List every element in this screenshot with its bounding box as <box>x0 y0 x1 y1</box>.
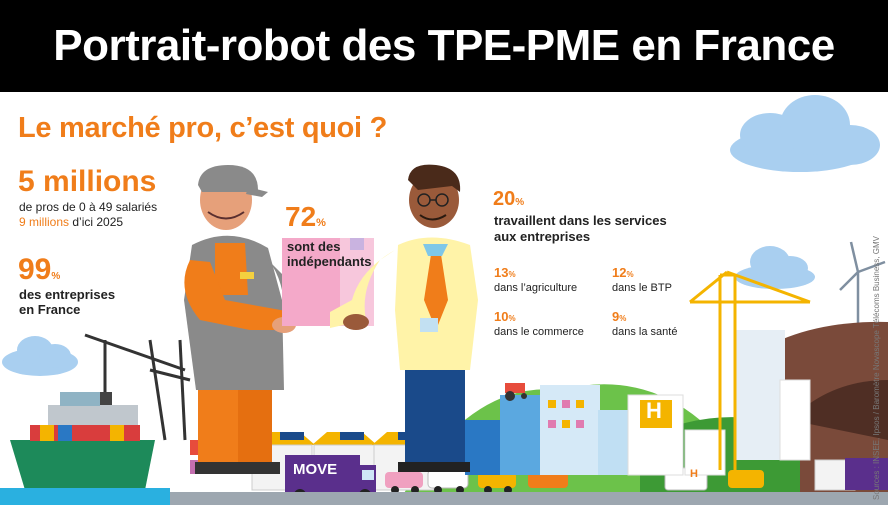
sector-sante-unit: % <box>619 314 627 323</box>
stat-millions-forecast: 9 millions d’ici 2025 <box>19 215 123 229</box>
sector-commerce-value: 10% <box>494 309 516 324</box>
stat-independants-unit: % <box>316 217 326 229</box>
sector-btp-number: 12 <box>612 265 627 280</box>
worker-character-icon <box>184 165 298 474</box>
sector-commerce-unit: % <box>508 314 516 323</box>
sector-agriculture-number: 13 <box>494 265 509 280</box>
stat-entreprises-unit: % <box>51 271 61 282</box>
sector-sante-label: dans la santé <box>612 326 678 338</box>
shop-sign-letter: H <box>646 398 662 423</box>
stat-services-line1: travaillent dans les services <box>494 213 667 228</box>
stat-independants-line1: sont des <box>287 239 341 254</box>
stat-independants-value: 72% <box>285 201 326 233</box>
cloud-icon <box>2 336 78 376</box>
stat-millions-forecast-rest: d’ici 2025 <box>69 215 124 229</box>
sector-commerce-number: 10 <box>494 309 509 324</box>
tower-crane-icon <box>689 270 811 470</box>
stat-services-line2: aux entreprises <box>494 229 591 244</box>
stat-independants-line2: indépendants <box>287 254 372 269</box>
stat-services-number: 20 <box>493 188 516 210</box>
header-banner: Portrait-robot des TPE-PME en France <box>0 0 888 92</box>
sector-sante-value: 9% <box>612 309 626 324</box>
sector-commerce-label: dans le commerce <box>494 326 584 338</box>
stat-entreprises-value: 99% <box>18 253 60 287</box>
stat-services-value: 20% <box>493 188 524 211</box>
truck-logo: MOVE <box>293 461 338 478</box>
ship-icon <box>10 392 155 490</box>
businessman-character-icon <box>330 164 478 472</box>
tractor-icon <box>505 383 527 401</box>
wind-turbine-icon <box>839 241 886 330</box>
sector-btp-value: 12% <box>612 265 634 280</box>
port-crane-icon <box>84 333 191 441</box>
sector-btp-label: dans le BTP <box>612 282 672 294</box>
stat-entreprises-line1: des entreprises <box>19 287 116 302</box>
sector-agriculture-label: dans l’agriculture <box>494 282 578 294</box>
cloud-icon <box>735 246 815 289</box>
page-title: Portrait-robot des TPE-PME en France <box>53 21 835 70</box>
sector-btp-unit: % <box>626 270 634 279</box>
stat-millions-value: 5 millions <box>18 165 157 198</box>
sector-agriculture-value: 13% <box>494 265 516 280</box>
source-note: Sources : INSEE, Ipsos / Baromètre Novas… <box>872 236 881 500</box>
section-subtitle: Le marché pro, c’est quoi ? <box>18 112 387 144</box>
stat-services-unit: % <box>515 197 525 208</box>
sector-sante-number: 9 <box>612 309 620 324</box>
stat-millions-forecast-value: 9 millions <box>19 215 70 229</box>
cloud-icon <box>730 95 880 172</box>
stat-independants-number: 72 <box>285 201 317 232</box>
sector-agriculture-unit: % <box>508 270 516 279</box>
buildings-icon <box>465 330 811 476</box>
stat-millions-line1: de pros de 0 à 49 salariés <box>19 200 158 214</box>
van-sign-letter: H <box>690 468 698 480</box>
stat-entreprises-line2: en France <box>19 302 81 317</box>
stat-entreprises-number: 99 <box>18 253 52 286</box>
